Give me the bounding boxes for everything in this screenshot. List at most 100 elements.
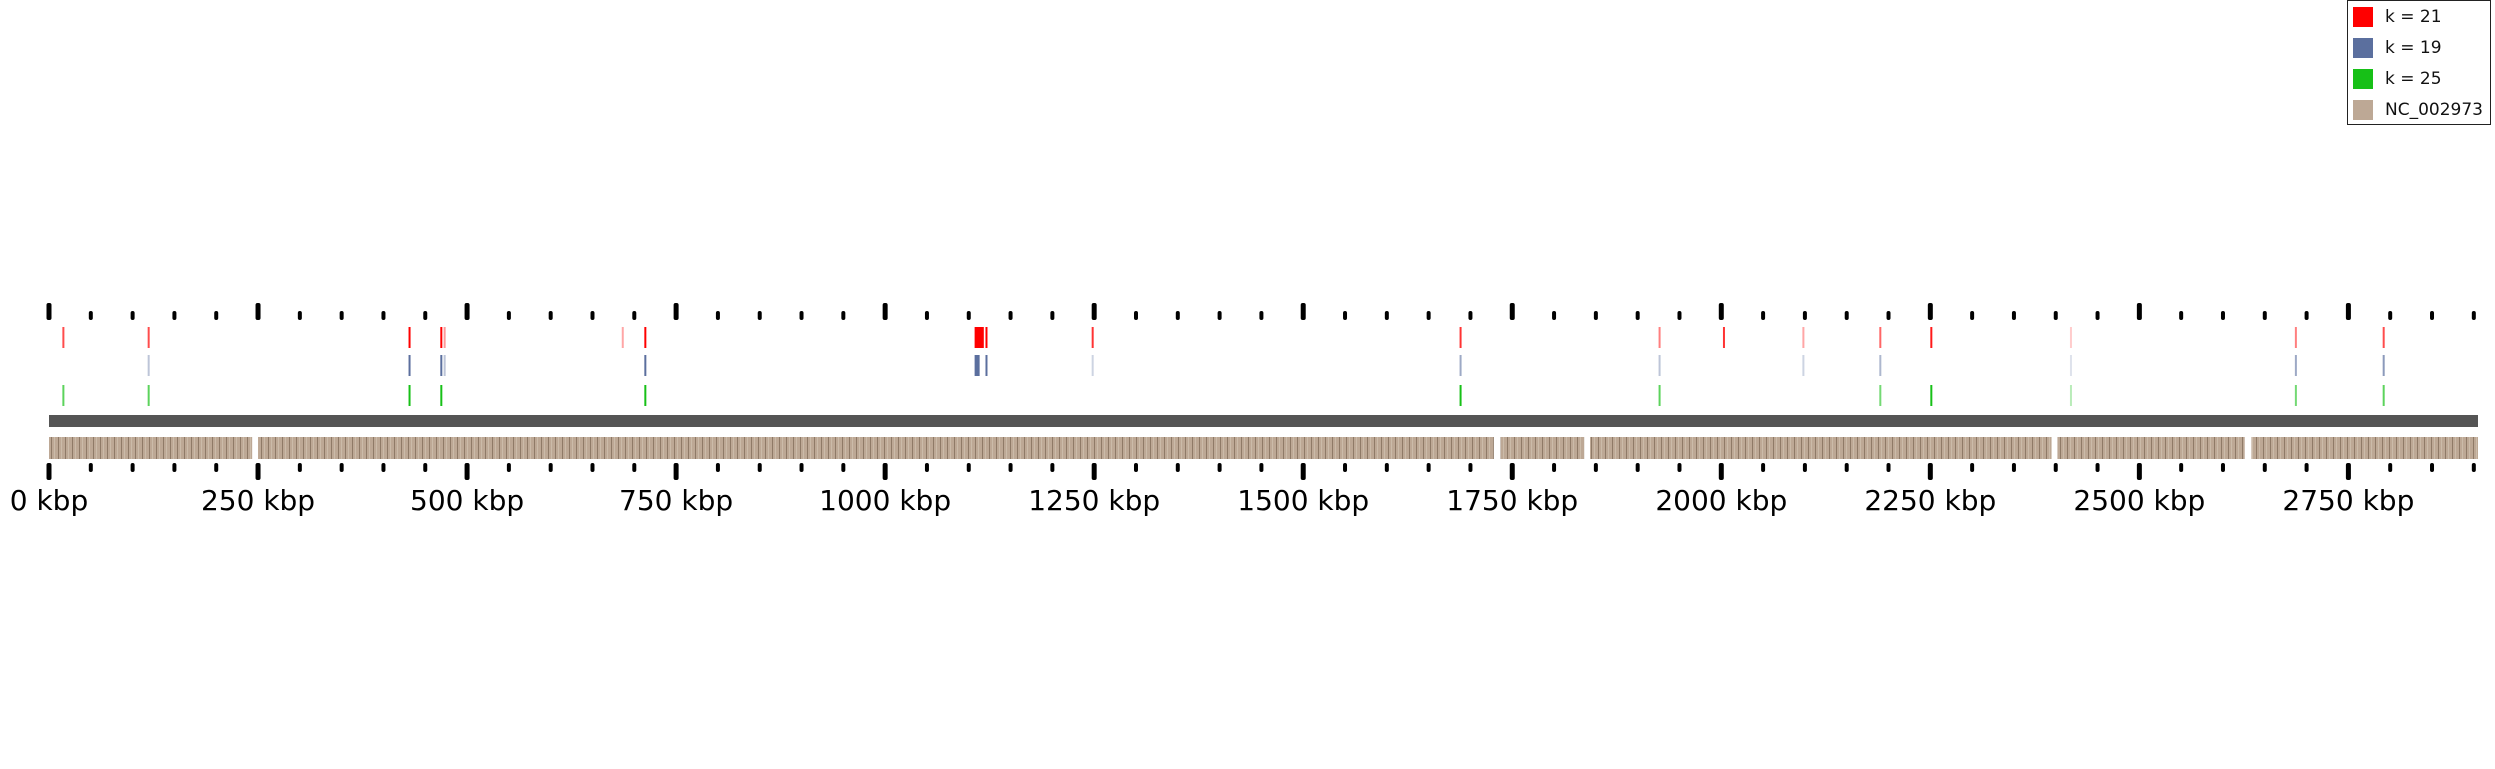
track-mark xyxy=(443,327,446,348)
top-major-tick xyxy=(882,303,888,320)
track-mark xyxy=(1459,355,1462,376)
contig-segment xyxy=(2057,437,2245,459)
track-mark xyxy=(2382,385,2385,406)
track-mark xyxy=(644,385,647,406)
track-mark xyxy=(1091,327,1094,348)
track-mark xyxy=(1091,355,1094,376)
top-minor-tick xyxy=(1259,311,1264,320)
legend-label-k21: k = 21 xyxy=(2385,7,2442,27)
track-mark xyxy=(1879,385,1882,406)
bottom-minor-tick xyxy=(1970,463,1975,472)
bottom-minor-tick xyxy=(2053,463,2058,472)
track-mark xyxy=(621,327,624,348)
contig-segment xyxy=(2251,437,2478,459)
track-mark xyxy=(644,355,647,376)
axis-tick-label: 1500 kbp xyxy=(1237,484,1369,517)
bottom-minor-tick xyxy=(1217,463,1222,472)
top-minor-tick xyxy=(1343,311,1348,320)
bottom-minor-tick xyxy=(2430,463,2435,472)
top-minor-tick xyxy=(1050,311,1055,320)
contig-track xyxy=(49,437,2478,459)
top-minor-tick xyxy=(924,311,929,320)
top-minor-tick xyxy=(2011,311,2016,320)
top-major-tick xyxy=(464,303,470,320)
bottom-minor-tick xyxy=(1593,463,1598,472)
top-minor-tick xyxy=(297,311,302,320)
track-mark xyxy=(1930,327,1933,348)
top-minor-tick xyxy=(339,311,344,320)
contig-segment xyxy=(1590,437,2052,459)
legend: k = 21 k = 19 k = 25 NC_002973 xyxy=(2347,0,2491,125)
top-minor-tick xyxy=(799,311,804,320)
bottom-minor-tick xyxy=(632,463,637,472)
track-mark xyxy=(147,385,150,406)
top-major-tick xyxy=(255,303,261,320)
bottom-minor-tick xyxy=(1343,463,1348,472)
top-minor-tick xyxy=(2388,311,2393,320)
bottom-minor-tick xyxy=(423,463,428,472)
track-mark xyxy=(2294,385,2297,406)
track-mark xyxy=(2069,355,2072,376)
top-minor-tick xyxy=(172,311,177,320)
bottom-minor-tick xyxy=(1426,463,1431,472)
bottom-major-tick xyxy=(882,463,888,480)
top-minor-tick xyxy=(1844,311,1849,320)
bottom-major-tick xyxy=(1509,463,1515,480)
top-minor-tick xyxy=(1552,311,1557,320)
bottom-minor-tick xyxy=(1844,463,1849,472)
legend-swatch-k25 xyxy=(2353,69,2373,89)
bottom-minor-tick xyxy=(590,463,595,472)
track-mark xyxy=(1802,327,1805,348)
top-major-tick xyxy=(1091,303,1097,320)
track-mark xyxy=(985,327,988,348)
legend-label-genome: NC_002973 xyxy=(2385,100,2483,120)
bottom-minor-tick xyxy=(1384,463,1389,472)
track-mark xyxy=(644,327,647,348)
bottom-minor-tick xyxy=(1133,463,1138,472)
bottom-tick-row xyxy=(46,463,2476,480)
legend-label-k25: k = 25 xyxy=(2385,69,2442,89)
bottom-major-tick xyxy=(1300,463,1306,480)
axis-tick-label: 750 kbp xyxy=(619,484,733,517)
track-mark xyxy=(974,327,984,348)
top-minor-tick xyxy=(1802,311,1807,320)
track-mark xyxy=(2069,385,2072,406)
bottom-minor-tick xyxy=(2011,463,2016,472)
kmer-tracks xyxy=(62,327,2385,406)
axis-tick-label: 1750 kbp xyxy=(1446,484,1578,517)
track-mark xyxy=(443,355,446,376)
bottom-minor-tick xyxy=(506,463,511,472)
bottom-minor-tick xyxy=(130,463,135,472)
track-mark xyxy=(408,327,411,348)
top-major-tick xyxy=(673,303,679,320)
bottom-minor-tick xyxy=(1635,463,1640,472)
bottom-major-tick xyxy=(2345,463,2351,480)
bottom-minor-tick xyxy=(2220,463,2225,472)
track-mark xyxy=(1879,355,1882,376)
top-major-tick xyxy=(1509,303,1515,320)
track-mark xyxy=(1459,327,1462,348)
top-minor-tick xyxy=(1175,311,1180,320)
bottom-major-tick xyxy=(46,463,52,480)
bottom-minor-tick xyxy=(924,463,929,472)
track-mark xyxy=(985,355,988,376)
track-mark xyxy=(1658,327,1661,348)
track-mark xyxy=(147,355,150,376)
top-minor-tick xyxy=(214,311,219,320)
legend-item-k21: k = 21 xyxy=(2353,5,2442,29)
top-minor-tick xyxy=(2220,311,2225,320)
bottom-minor-tick xyxy=(1761,463,1766,472)
legend-item-k25: k = 25 xyxy=(2353,67,2442,91)
bottom-minor-tick xyxy=(1175,463,1180,472)
bottom-major-tick xyxy=(464,463,470,480)
top-minor-tick xyxy=(1426,311,1431,320)
top-minor-tick xyxy=(1886,311,1891,320)
track-mark xyxy=(62,385,65,406)
track-mark xyxy=(2294,327,2297,348)
bottom-minor-tick xyxy=(1008,463,1013,472)
bottom-major-tick xyxy=(255,463,261,480)
track-mark xyxy=(1459,385,1462,406)
legend-item-genome: NC_002973 xyxy=(2353,98,2483,122)
bottom-minor-tick xyxy=(2388,463,2393,472)
track-mark xyxy=(974,355,980,376)
